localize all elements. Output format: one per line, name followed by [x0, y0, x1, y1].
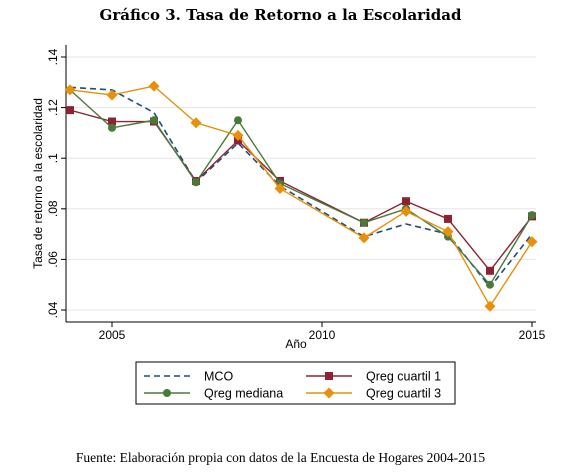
series-line-mco [69, 86, 533, 289]
chart-title: Gráfico 3. Tasa de Retorno a la Escolari… [99, 6, 462, 24]
y-tick-label: .04 [46, 301, 60, 318]
data-point-qreg-mediana [234, 116, 242, 125]
legend-item-qreg-cuartil-1: Qreg cuartil 1 [306, 370, 441, 384]
data-point-qreg-cuartil-3 [64, 84, 76, 96]
data-point-qreg-cuartil-3 [526, 236, 538, 248]
legend-item-qreg-cuartil-3: Qreg cuartil 3 [306, 387, 441, 401]
tick-labels: .04 .06 .08 .1 .12 .14 2005 2010 2015 [46, 48, 546, 342]
legend-label-qreg-cuartil-3: Qreg cuartil 3 [366, 387, 441, 401]
data-point-qreg-cuartil-3 [106, 89, 118, 101]
data-point-qreg-cuartil-1 [66, 106, 74, 115]
y-tick-label: .14 [46, 48, 60, 65]
legend-item-qreg-mediana: Qreg mediana [144, 387, 283, 401]
data-point-qreg-cuartil-3 [400, 205, 412, 217]
x-axis-label: Año [285, 337, 307, 351]
data-point-qreg-cuartil-3 [274, 183, 286, 195]
data-point-qreg-mediana [486, 280, 494, 289]
legend-marker-qreg-cuartil-1 [325, 372, 333, 380]
y-axis-label: Tasa de retorno a la escolaridad [31, 98, 45, 269]
data-point-qreg-mediana [360, 218, 368, 227]
gridlines [66, 56, 536, 311]
legend-item-mco: MCO [144, 370, 233, 384]
x-tick-label: 2005 [99, 328, 126, 342]
source-note: Fuente: Elaboración propia con datos de … [75, 450, 486, 465]
y-tick-label: .12 [46, 99, 60, 116]
data-point-qreg-cuartil-1 [486, 266, 494, 275]
data-point-qreg-mediana [528, 211, 536, 220]
legend-label-qreg-mediana: Qreg mediana [204, 387, 283, 401]
data-point-qreg-cuartil-1 [108, 117, 116, 126]
legend-marker-qreg-cuartil-3 [323, 387, 335, 399]
data-point-qreg-cuartil-1 [402, 197, 410, 206]
data-point-qreg-cuartil-1 [444, 214, 452, 223]
series-mco [69, 86, 533, 289]
series-layer [64, 80, 538, 312]
x-tick-label: 2010 [309, 328, 336, 342]
plot-area [66, 45, 536, 322]
series-qreg-cuartil-3 [64, 80, 538, 312]
data-point-qreg-mediana [192, 178, 200, 187]
data-point-qreg-cuartil-3 [442, 226, 454, 238]
y-tick-label: .1 [46, 153, 60, 163]
data-point-qreg-cuartil-3 [358, 232, 370, 244]
legend-label-qreg-cuartil-1: Qreg cuartil 1 [366, 370, 441, 384]
data-point-qreg-cuartil-3 [484, 300, 496, 312]
legend-box [135, 361, 456, 405]
y-tick-label: .08 [46, 200, 60, 217]
legend: MCO Qreg cuartil 1 Qreg mediana Qreg cuarti… [135, 361, 456, 405]
legend-marker-qreg-mediana [163, 389, 171, 397]
data-point-qreg-cuartil-3 [190, 117, 202, 129]
data-point-qreg-mediana [150, 116, 158, 125]
data-point-qreg-mediana [108, 123, 116, 132]
line-chart: .04 .06 .08 .1 .12 .14 2005 2010 2015 Año Tasa d… [31, 45, 546, 405]
y-tick-label: .06 [46, 251, 60, 268]
data-point-qreg-cuartil-3 [148, 80, 160, 92]
legend-label-mco: MCO [204, 370, 233, 384]
data-point-qreg-cuartil-3 [232, 129, 244, 141]
x-tick-label: 2015 [519, 328, 546, 342]
